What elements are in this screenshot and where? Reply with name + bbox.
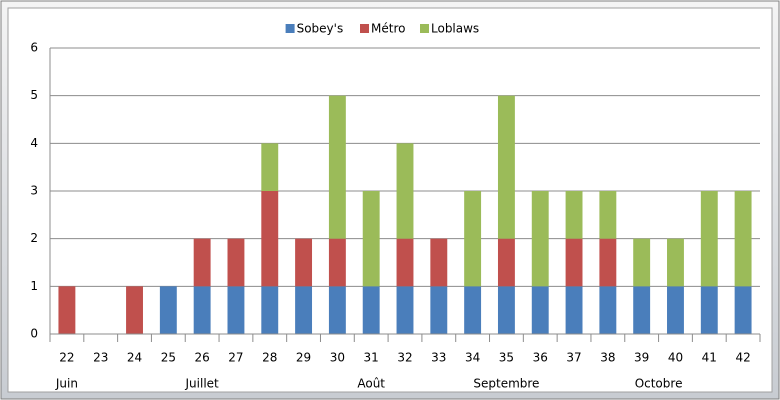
y-tick-label: 6 [30, 41, 38, 55]
bar-segment [464, 191, 482, 287]
x-tick-label: 23 [93, 351, 108, 365]
y-tick-label: 1 [30, 279, 38, 293]
x-tick-label: 29 [296, 351, 311, 365]
bar-segment [362, 191, 380, 287]
bar-segment [599, 191, 617, 239]
bar-segment [261, 191, 279, 287]
month-label: Juin [55, 377, 78, 391]
bar-segment [227, 238, 245, 287]
x-tick-label: 35 [499, 351, 514, 365]
x-tick-label: 28 [262, 351, 277, 365]
legend-label: Loblaws [431, 22, 479, 36]
bar-segment [565, 238, 583, 287]
bar-segment [193, 238, 211, 287]
legend-swatch [420, 24, 429, 33]
bar-segment [193, 286, 211, 334]
month-label: Août [357, 377, 385, 391]
bar-segment [667, 238, 684, 287]
bar-segment [58, 286, 76, 334]
x-tick-label: 26 [195, 351, 210, 365]
x-tick-label: 39 [634, 351, 649, 365]
y-tick-label: 0 [30, 327, 38, 341]
x-tick-label: 25 [161, 351, 176, 365]
x-tick-label: 31 [364, 351, 379, 365]
x-tick-label: 42 [735, 351, 750, 365]
month-label: Juillet [185, 377, 220, 391]
legend-label: Sobey's [297, 22, 344, 36]
bar-segment [396, 238, 414, 287]
x-tick-label: 41 [702, 351, 717, 365]
bar-segment [633, 286, 651, 334]
bar-segment [430, 286, 448, 334]
x-tick-label: 24 [127, 351, 142, 365]
bar-segment [531, 191, 549, 287]
legend-swatch [285, 24, 295, 33]
x-tick-label: 30 [330, 351, 345, 365]
y-tick-label: 2 [30, 231, 38, 245]
bar-segment [328, 286, 346, 334]
x-tick-label: 34 [465, 351, 480, 365]
y-tick-label: 5 [30, 88, 38, 102]
bar-segment [700, 191, 718, 287]
bar-segment [734, 191, 752, 287]
x-tick-label: 27 [228, 351, 243, 365]
bar-segment [396, 286, 414, 334]
bar-segment [328, 238, 346, 287]
bar-segment [159, 286, 177, 334]
bar-segment [700, 286, 718, 334]
y-tick-label: 3 [30, 184, 38, 198]
bar-segment [565, 286, 583, 334]
bar-segment [295, 238, 313, 287]
bar-segment [531, 286, 549, 334]
bar-segment [667, 286, 684, 334]
x-tick-label: 22 [59, 351, 74, 365]
x-tick-label: 37 [566, 351, 581, 365]
bar-segment [227, 286, 245, 334]
bar-segment [497, 286, 515, 334]
bar-segment [126, 286, 143, 334]
month-label: Octobre [635, 377, 683, 391]
bar-segment [633, 238, 651, 287]
bar-segment [464, 286, 482, 334]
x-tick-label: 36 [533, 351, 548, 365]
bar-segment [497, 95, 515, 239]
bar-segment [362, 286, 380, 334]
bar-segment [261, 143, 279, 191]
x-tick-label: 33 [431, 351, 446, 365]
bar-segment [295, 286, 313, 334]
legend-swatch [360, 24, 369, 33]
bar-segment [328, 95, 346, 239]
x-tick-label: 40 [668, 351, 683, 365]
bar-segment [396, 143, 414, 239]
month-label: Septembre [473, 377, 539, 391]
bar-segment [261, 286, 279, 334]
bar-segment [734, 286, 752, 334]
bar-segment [599, 286, 617, 334]
bar-segment [599, 238, 617, 287]
bar-segment [565, 191, 583, 239]
bar-segment [497, 238, 515, 287]
x-tick-label: 32 [397, 351, 412, 365]
bar-segment [430, 238, 448, 287]
y-tick-label: 4 [30, 136, 38, 150]
x-tick-label: 38 [600, 351, 615, 365]
legend-label: Métro [371, 22, 405, 36]
